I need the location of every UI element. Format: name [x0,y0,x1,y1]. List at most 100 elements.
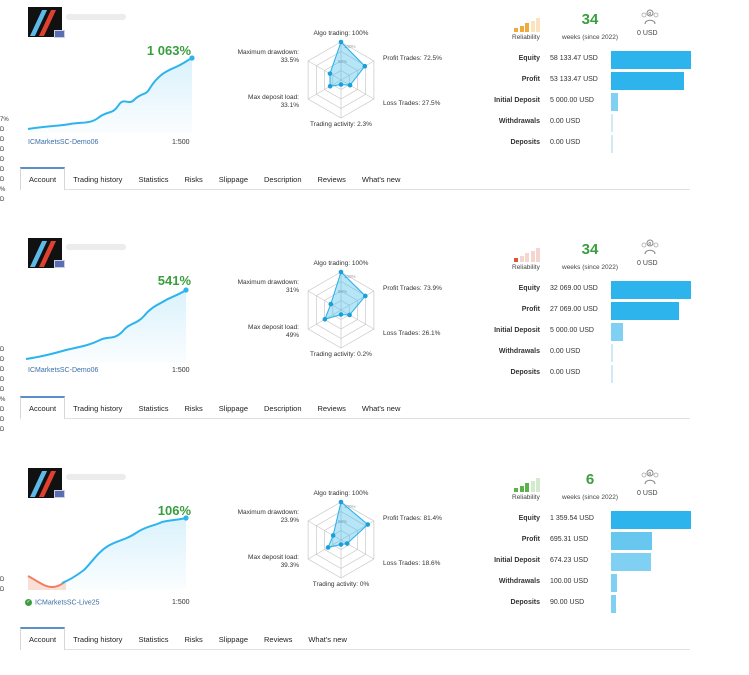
radar-label-deposit-load: Max deposit load: 49% [248,324,299,339]
radar-grid-ring [315,281,367,339]
radar-data-point [338,312,344,317]
subscription-price: 0 USD [637,260,658,267]
tab-trading-history[interactable]: Trading history [73,175,123,184]
radar-data-point [325,545,331,550]
stat-value: 90.00 USD [550,599,585,606]
tab-reviews[interactable]: Reviews [317,404,346,413]
growth-area [28,58,192,133]
tab-reviews[interactable]: Reviews [264,635,293,644]
reliability-bars-icon [514,248,540,262]
radar-label-loss: Loss Trades: 26.1% [383,330,441,337]
stat-value: 58 133.47 USD [550,55,598,62]
flag-icon [54,260,65,268]
radar-grid-ring [324,520,358,560]
radar-label-algo: Algo trading: 100% [313,260,369,267]
tab-account[interactable]: Account [20,627,66,651]
stat-bar [611,574,617,592]
radar-ring-label: 100% [344,274,356,279]
radar-label-activity: Trading activity: 0% [312,581,370,588]
tab-account[interactable]: Account [20,396,66,420]
radar-data-point [365,522,371,527]
server-label: ICMarketsSC-Demo06 [28,367,99,374]
growth-line [25,289,187,360]
edge-fragment-text: % [0,397,6,403]
tab-slippage[interactable]: Slippage [218,404,248,413]
signal-name-blurred [66,474,126,480]
tab-risks[interactable]: Risks [184,175,203,184]
radar-axis [340,79,375,100]
radar-axis [307,520,342,541]
radar-label-drawdown: Maximum drawdown: 33.5% [237,49,299,64]
weeks-count: 34 [581,241,599,258]
server-name[interactable]: ✓ ICMarketsSC-Live25 [25,599,100,606]
tab-statistics[interactable]: Statistics [138,175,169,184]
edge-fragment-text: D [0,177,5,183]
edge-fragment-text: D [0,347,5,353]
reliability-label: Reliability [512,34,540,41]
signal-card: 1 063% ICMarketsSC-Demo06 1:500 100% 50% Algo… [0,0,749,215]
radar-grid-ring [315,51,367,109]
tab-slippage[interactable]: Slippage [218,175,248,184]
tab-risks[interactable]: Risks [184,635,203,644]
growth-end-point [183,287,189,293]
stat-value: 0.00 USD [550,118,581,125]
radar-label-loss: Loss Trades: 27.5% [383,100,441,107]
flag-icon [54,490,65,498]
stat-bar [611,281,691,299]
subscribers-icon: 0 [640,8,660,26]
signal-name-blurred [66,14,126,20]
stat-bar [611,93,618,111]
stat-value: 0.00 USD [550,139,581,146]
stat-label: Equity [518,515,540,522]
stat-label: Initial Deposit [494,327,540,334]
radar-grid-ring [332,530,350,550]
tab-slippage[interactable]: Slippage [218,635,248,644]
drawdown-line [27,575,67,589]
stat-label: Profit [521,536,540,543]
radar-data-point [330,533,336,538]
reliability-bars-icon [514,18,540,32]
stat-label: Equity [518,285,540,292]
stat-bar [611,302,679,320]
radar-data-area [323,270,367,321]
subscribers-icon: 0 [640,238,660,256]
radar-data-point [322,317,328,322]
stat-bar [611,51,691,69]
tab-description[interactable]: Description [264,175,302,184]
stat-label: Initial Deposit [494,557,540,564]
stat-value: 32 069.00 USD [550,285,598,292]
server-name[interactable]: ICMarketsSC-Demo06 [28,367,98,374]
radar-axis [340,539,375,560]
edge-fragment-text: D [0,167,5,173]
tab-what-s-new[interactable]: What's new [361,175,401,184]
radar-label-activity: Trading activity: 0.2% [310,351,372,358]
radar-axis [307,290,342,311]
stat-label: Deposits [510,599,540,606]
server-name[interactable]: ICMarketsSC-Demo06 [28,139,98,146]
tab-what-s-new[interactable]: What's new [308,635,347,644]
tab-description[interactable]: Description [264,404,302,413]
tab-statistics[interactable]: Statistics [138,635,169,644]
signal-tabs: Account Trading history Statistics Risks Sli… [20,627,690,651]
radar-ring-label: 50% [338,519,347,524]
svg-text:0: 0 [649,241,652,246]
stat-value: 5 000.00 USD [550,327,594,334]
tab-reviews[interactable]: Reviews [317,175,346,184]
signal-tabs: Account Trading history Statistics Risks Sli… [20,396,690,420]
signal-card: 106% ✓ ICMarketsSC-Live25 1:500 100% 50% Algo … [0,460,749,675]
tab-account[interactable]: Account [20,167,66,191]
radar-axis [340,520,375,541]
tab-risks[interactable]: Risks [184,404,203,413]
stat-value: 5 000.00 USD [550,97,594,104]
tab-trading-history[interactable]: Trading history [73,635,123,644]
radar-ring-label: 100% [344,44,356,49]
stat-label: Initial Deposit [494,97,540,104]
radar-data-point [338,39,344,45]
radar-label-drawdown: Maximum drawdown: 23.9% [237,509,299,524]
radar-data-point [338,269,344,275]
radar-data-area [327,501,369,549]
tab-statistics[interactable]: Statistics [138,404,169,413]
tab-trading-history[interactable]: Trading history [73,404,123,413]
tab-what-s-new[interactable]: What's new [361,404,401,413]
weeks-count: 6 [585,471,595,488]
